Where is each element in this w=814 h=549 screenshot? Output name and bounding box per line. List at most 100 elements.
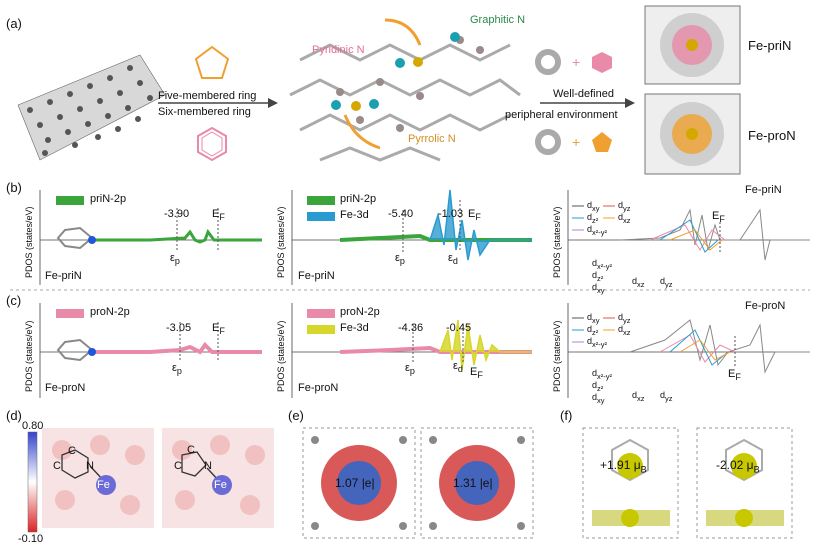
- right-title-c: Fe-proN: [745, 300, 786, 312]
- colorbar-min: -0.10: [18, 533, 44, 545]
- atom-c2: C: [53, 460, 61, 472]
- name-b1: Fe-priN: [45, 270, 82, 282]
- legend-fe3d-c: Fe-3d: [340, 322, 369, 334]
- legend-pron-2p: proN-2p: [90, 306, 130, 318]
- orb-dx2y2-c-level: dx²-y²: [592, 368, 613, 381]
- y-axis-label-b2: PDOS (states/eV): [276, 206, 286, 278]
- model-fe-prin-label: Fe-priN: [748, 38, 792, 53]
- svg-text:+: +: [572, 54, 580, 70]
- pyridinic-n-label: Pyridinic N: [312, 44, 365, 56]
- value-b-mid2: -1.03: [438, 208, 464, 220]
- value-b-mid1: -5.40: [388, 208, 414, 220]
- legend-pron-2p-mid: proN-2p: [340, 306, 380, 318]
- svg-text:+: +: [572, 134, 580, 150]
- name-c1: Fe-proN: [45, 382, 86, 394]
- orb-dxy-b: dxy: [587, 200, 600, 213]
- orb-dxz-c-level: dxz: [632, 390, 645, 403]
- y-axis-label-b1: PDOS (states/eV): [24, 206, 34, 278]
- orb-dx2y2-b: dx²-y²: [587, 224, 608, 237]
- orb-dz2-b-level: dz²: [592, 270, 604, 283]
- legend-swatch-pron: [56, 309, 84, 318]
- value-c-mid2: -0.45: [446, 322, 472, 334]
- ef-label-c1: EF: [212, 322, 225, 337]
- ef-label-c2: EF: [470, 366, 483, 381]
- charge-value-2: 1.31 |e|: [453, 476, 493, 490]
- hexagon-icon: [197, 126, 227, 162]
- orb-dz2-c: dz²: [587, 324, 599, 337]
- pentagon-icon: [194, 45, 230, 79]
- ef-label-b1: EF: [212, 208, 225, 223]
- orb-dyz-c: dyz: [618, 312, 631, 325]
- legend-swatch-pron-mid: [307, 309, 335, 318]
- orb-dyz-b: dyz: [618, 200, 631, 213]
- model-fe-pron-label: Fe-proN: [748, 128, 796, 143]
- orb-dxz-b: dxz: [618, 212, 631, 225]
- arrow2-label-line1: Well-defined: [553, 88, 614, 100]
- orb-dxz-b-level: dxz: [632, 276, 645, 289]
- orb-dx2y2-c: dx²-y²: [587, 336, 608, 349]
- graphene-sheet-illustration: [17, 54, 166, 161]
- legend-swatch-prin-mid: [307, 196, 335, 205]
- graphitic-n-label: Graphitic N: [470, 14, 526, 26]
- legend-prin-2p: priN-2p: [90, 193, 127, 205]
- orb-dyz-b-level: dyz: [660, 276, 673, 289]
- orb-dx2y2-b-level: dx²-y²: [592, 258, 613, 271]
- atom-n1: N: [86, 460, 94, 472]
- eps-d-b2: εd: [448, 252, 458, 267]
- orb-dxy-c-level: dxy: [592, 392, 605, 405]
- legend-swatch-prin: [56, 196, 84, 205]
- panel-label-d: (d): [6, 408, 22, 423]
- arrow2-label-line2: peripheral environment: [505, 109, 618, 121]
- orb-dyz-c-level: dyz: [660, 390, 673, 403]
- ef-label-b2: EF: [468, 208, 481, 223]
- model-fe-prin: [644, 5, 741, 85]
- legend-fe3d-b: Fe-3d: [340, 209, 369, 221]
- orb-dxz-c: dxz: [618, 324, 631, 337]
- ef-label-c3: EF: [728, 368, 741, 383]
- atom-n2: N: [204, 460, 212, 472]
- legend-prin-2p-mid: priN-2p: [340, 193, 377, 205]
- orb-dxy-b-level: dxy: [592, 282, 605, 295]
- colorbar-max: 0.80: [22, 420, 44, 432]
- arrow1-label-line1: Five-membered ring: [158, 90, 257, 102]
- y-axis-label-c3: PDOS (states/eV): [552, 320, 562, 392]
- atom-c3: C: [187, 444, 195, 456]
- eps-p-c1: εp: [172, 362, 182, 377]
- value-c-mid1: -4.36: [398, 322, 424, 334]
- eps-p-b2: εp: [395, 252, 405, 267]
- atom-c1: C: [68, 445, 76, 457]
- panel-label-f: (f): [560, 408, 573, 423]
- y-axis-label-b3: PDOS (states/eV): [552, 206, 562, 278]
- name-b2: Fe-priN: [298, 270, 335, 282]
- panel-label-b: (b): [6, 180, 22, 195]
- panel-label-c: (c): [6, 293, 22, 308]
- charge-value-1: 1.07 |e|: [335, 476, 375, 490]
- eps-d-c2: εd: [453, 360, 463, 375]
- panel-label-a: (a): [6, 16, 22, 31]
- right-title-b: Fe-priN: [745, 184, 782, 196]
- value-c-left: -3.05: [166, 322, 192, 334]
- legend-swatch-fe3d-c: [307, 325, 335, 334]
- y-axis-label-c2: PDOS (states/eV): [276, 320, 286, 392]
- y-axis-label-c1: PDOS (states/eV): [24, 320, 34, 392]
- arrow1-label-line2: Six-membered ring: [158, 106, 251, 118]
- moment-value-2: -2.02 μB: [716, 458, 760, 475]
- name-c2: Fe-proN: [298, 382, 339, 394]
- atom-c4: C: [174, 460, 182, 472]
- value-b-left: -3.90: [164, 208, 190, 220]
- orb-dz2-c-level: dz²: [592, 380, 604, 393]
- panel-label-e: (e): [288, 408, 304, 423]
- model-fe-pron: [644, 93, 741, 175]
- atom-fe2: Fe: [214, 479, 227, 491]
- atom-fe1: Fe: [97, 479, 110, 491]
- moment-value-1: +1.91 μB: [600, 458, 647, 475]
- eps-p-b1: εp: [170, 252, 180, 267]
- orb-dxy-c: dxy: [587, 312, 600, 325]
- legend-swatch-fe3d-b: [307, 212, 335, 221]
- n-doped-framework-illustration: [289, 43, 521, 162]
- eps-p-c2: εp: [405, 362, 415, 377]
- orb-dz2-b: dz²: [587, 212, 599, 225]
- colorbar: [27, 431, 38, 533]
- ef-label-b3: EF: [712, 210, 725, 225]
